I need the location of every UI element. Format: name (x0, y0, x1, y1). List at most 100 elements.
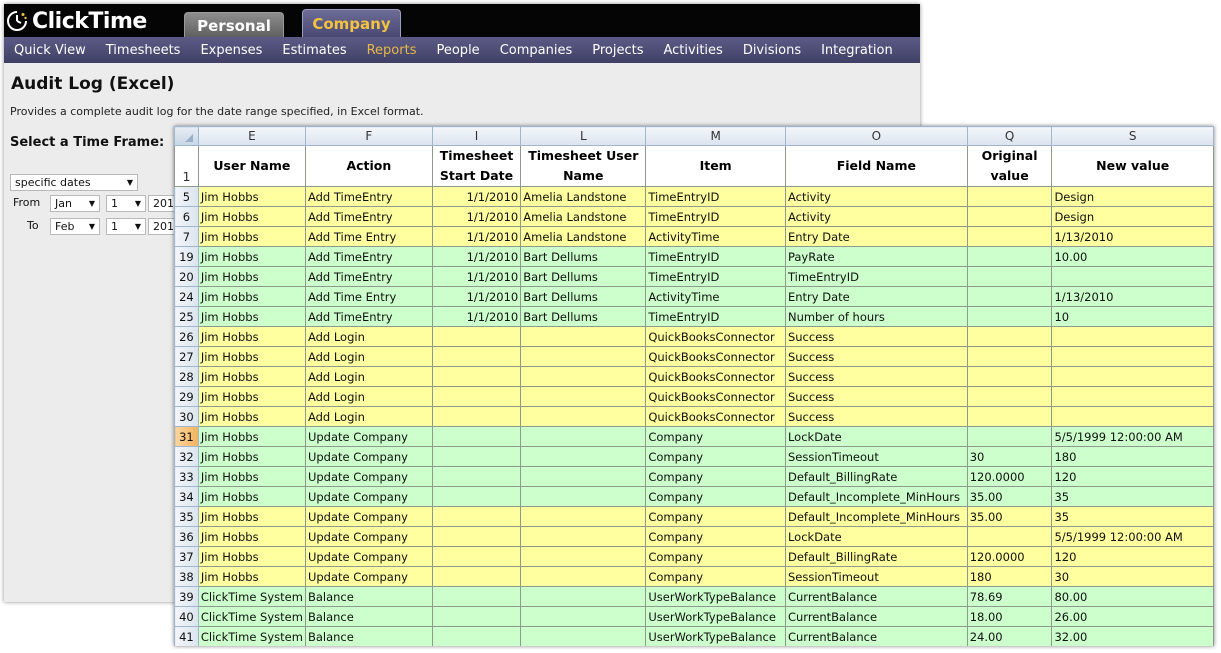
table-cell[interactable]: Add Login (304, 326, 433, 347)
table-cell[interactable]: Update Company (304, 426, 433, 447)
table-cell[interactable]: Default_BillingRate (784, 466, 968, 487)
column-header[interactable]: I (431, 126, 522, 146)
table-cell[interactable]: Company (645, 426, 786, 447)
table-cell[interactable] (966, 306, 1053, 327)
table-cell[interactable]: TimeEntryID (645, 186, 786, 207)
table-cell[interactable]: 1/1/2010 (431, 226, 522, 247)
table-cell[interactable] (966, 286, 1053, 307)
table-cell[interactable] (520, 366, 647, 387)
table-cell[interactable]: Jim Hobbs (197, 566, 306, 587)
table-cell[interactable] (966, 386, 1053, 407)
table-cell[interactable]: Company (645, 546, 786, 567)
table-cell[interactable]: 78.69 (966, 586, 1053, 607)
table-cell[interactable]: QuickBooksConnector (645, 366, 786, 387)
table-cell[interactable] (966, 266, 1053, 287)
table-cell[interactable] (520, 406, 647, 427)
table-cell[interactable]: 30 (1051, 566, 1214, 587)
table-cell[interactable]: Add Login (304, 346, 433, 367)
row-number[interactable]: 30 (174, 406, 199, 427)
table-cell[interactable] (966, 326, 1053, 347)
table-cell[interactable]: CurrentBalance (784, 606, 968, 627)
table-cell[interactable]: Add TimeEntry (304, 266, 433, 287)
table-cell[interactable] (431, 486, 522, 507)
table-cell[interactable] (520, 546, 647, 567)
table-cell[interactable]: Bart Dellums (520, 266, 647, 287)
header-cell[interactable]: New value (1051, 145, 1214, 187)
row-number[interactable]: 41 (174, 626, 199, 646)
header-cell[interactable]: Action (304, 145, 433, 187)
table-cell[interactable]: Jim Hobbs (197, 446, 306, 467)
table-cell[interactable] (431, 546, 522, 567)
nav-projects[interactable]: Projects (592, 42, 644, 58)
table-cell[interactable] (966, 346, 1053, 367)
table-cell[interactable] (431, 406, 522, 427)
table-cell[interactable] (431, 586, 522, 607)
table-cell[interactable]: Activity (784, 186, 968, 207)
table-cell[interactable]: Add Login (304, 366, 433, 387)
table-cell[interactable]: PayRate (784, 246, 968, 267)
table-cell[interactable]: Update Company (304, 526, 433, 547)
table-cell[interactable]: Company (645, 526, 786, 547)
table-cell[interactable]: Jim Hobbs (197, 266, 306, 287)
table-cell[interactable]: Balance (304, 586, 433, 607)
table-cell[interactable] (1051, 366, 1214, 387)
table-cell[interactable]: 1/1/2010 (431, 246, 522, 267)
table-cell[interactable] (1051, 346, 1214, 367)
nav-divisions[interactable]: Divisions (742, 42, 802, 58)
table-cell[interactable]: 1/13/2010 (1051, 226, 1214, 247)
table-cell[interactable] (966, 206, 1053, 227)
table-cell[interactable]: 120.0000 (966, 546, 1053, 567)
header-cell[interactable]: Timesheet Start Date (431, 145, 522, 187)
table-cell[interactable]: Success (784, 406, 968, 427)
row-number[interactable]: 1 (174, 145, 199, 187)
select-all-corner[interactable] (174, 126, 199, 146)
table-cell[interactable]: Jim Hobbs (197, 426, 306, 447)
tab-company[interactable]: Company (302, 9, 401, 38)
table-cell[interactable] (431, 366, 522, 387)
table-cell[interactable] (431, 346, 522, 367)
table-cell[interactable]: Jim Hobbs (197, 506, 306, 527)
table-cell[interactable] (966, 246, 1053, 267)
table-cell[interactable] (520, 466, 647, 487)
row-number[interactable]: 19 (174, 246, 199, 267)
nav-quick-view[interactable]: Quick View (14, 42, 86, 58)
table-cell[interactable]: ClickTime System (197, 606, 306, 627)
table-cell[interactable]: Update Company (304, 446, 433, 467)
table-cell[interactable]: SessionTimeout (784, 446, 968, 467)
row-number[interactable]: 29 (174, 386, 199, 407)
table-cell[interactable] (1051, 406, 1214, 427)
tab-personal[interactable]: Personal (184, 12, 284, 38)
table-cell[interactable]: 35 (1051, 486, 1214, 507)
nav-integration[interactable]: Integration (821, 42, 893, 58)
table-cell[interactable] (966, 426, 1053, 447)
table-cell[interactable]: 10.00 (1051, 246, 1214, 267)
table-cell[interactable]: Add TimeEntry (304, 246, 433, 267)
from-day-select[interactable]: 1 ▼ (106, 195, 146, 212)
table-cell[interactable] (966, 406, 1053, 427)
table-cell[interactable]: Amelia Landstone (520, 186, 647, 207)
table-cell[interactable]: ActivityTime (645, 286, 786, 307)
table-cell[interactable]: Default_Incomplete_MinHours (784, 486, 968, 507)
table-cell[interactable]: Jim Hobbs (197, 546, 306, 567)
from-year-select[interactable]: 201 (148, 195, 178, 212)
table-cell[interactable] (520, 606, 647, 627)
table-cell[interactable]: Jim Hobbs (197, 466, 306, 487)
nav-companies[interactable]: Companies (499, 42, 573, 58)
row-number[interactable]: 31 (174, 426, 199, 447)
table-cell[interactable]: Add TimeEntry (304, 306, 433, 327)
nav-people[interactable]: People (436, 42, 480, 58)
table-cell[interactable]: 180 (966, 566, 1053, 587)
table-cell[interactable]: Success (784, 366, 968, 387)
table-cell[interactable]: 1/1/2010 (431, 206, 522, 227)
row-number[interactable]: 32 (174, 446, 199, 467)
table-cell[interactable]: 1/1/2010 (431, 186, 522, 207)
table-cell[interactable]: Update Company (304, 486, 433, 507)
table-cell[interactable]: Success (784, 346, 968, 367)
table-cell[interactable]: Jim Hobbs (197, 226, 306, 247)
table-cell[interactable]: Add Time Entry (304, 286, 433, 307)
row-number[interactable]: 7 (174, 226, 199, 247)
table-cell[interactable]: Bart Dellums (520, 246, 647, 267)
table-cell[interactable]: Jim Hobbs (197, 486, 306, 507)
table-cell[interactable]: Success (784, 326, 968, 347)
table-cell[interactable]: 1/13/2010 (1051, 286, 1214, 307)
